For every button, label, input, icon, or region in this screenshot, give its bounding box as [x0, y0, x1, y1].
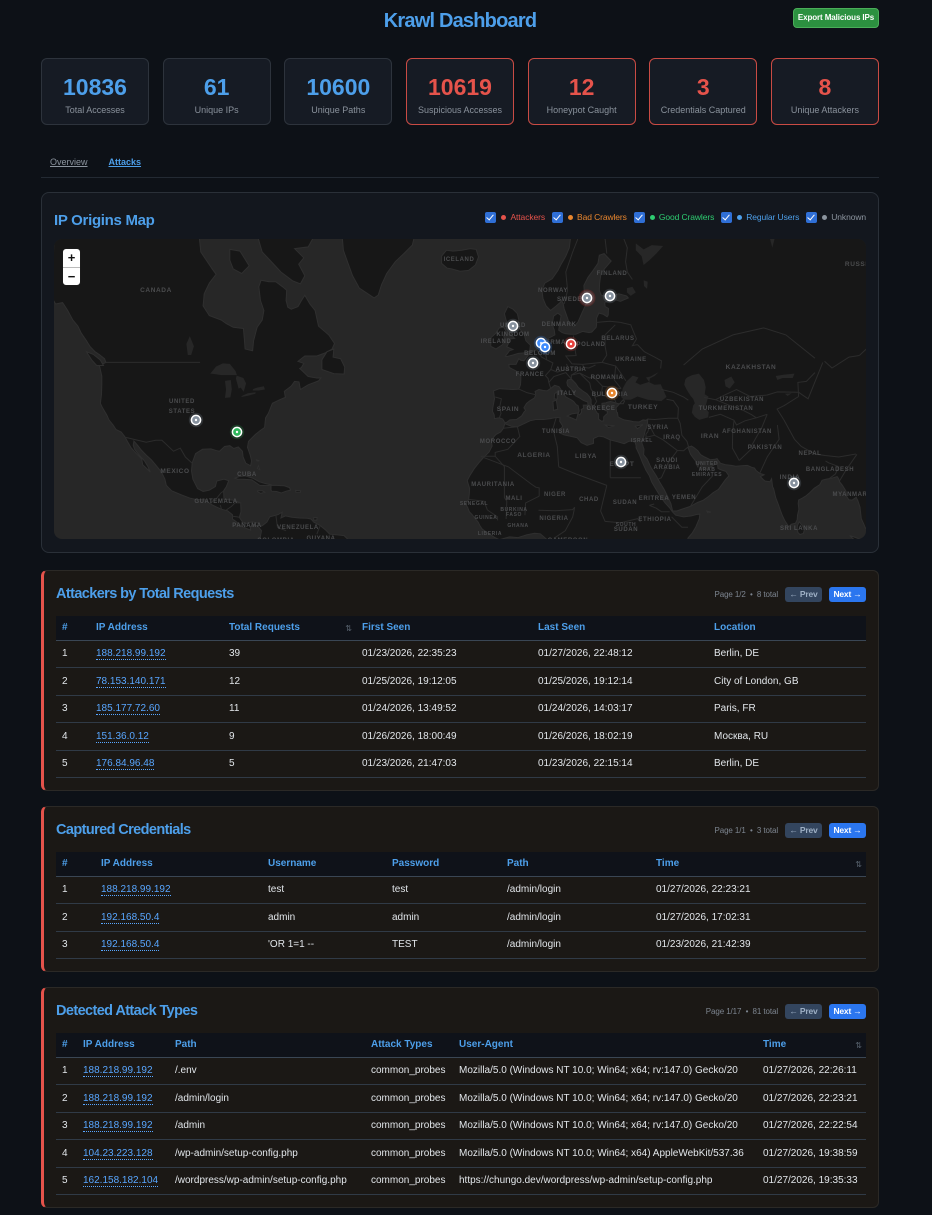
svg-text:UZBEKISTAN: UZBEKISTAN [720, 397, 764, 403]
svg-text:IRAQ: IRAQ [663, 435, 680, 441]
svg-text:AUSTRIA: AUSTRIA [556, 367, 587, 373]
svg-text:ICELAND: ICELAND [444, 257, 475, 263]
svg-text:FINLAND: FINLAND [597, 271, 628, 277]
svg-text:STATES: STATES [169, 409, 195, 415]
svg-text:SYRIA: SYRIA [647, 425, 668, 431]
svg-text:LIBYA: LIBYA [575, 453, 597, 460]
svg-text:TURKMENISTAN: TURKMENISTAN [699, 406, 754, 412]
svg-text:EMIRATES: EMIRATES [692, 472, 722, 478]
svg-text:SENEGAL: SENEGAL [460, 501, 488, 507]
svg-text:MOROCCO: MOROCCO [480, 439, 516, 445]
svg-text:TUNISIA: TUNISIA [542, 429, 570, 435]
svg-text:AFGHANISTAN: AFGHANISTAN [722, 429, 772, 435]
svg-text:IRAN: IRAN [701, 433, 719, 440]
svg-text:NIGER: NIGER [544, 492, 566, 498]
svg-text:ETHIOPIA: ETHIOPIA [638, 517, 671, 523]
svg-text:COLOMBIA: COLOMBIA [257, 538, 295, 539]
svg-text:ALGERIA: ALGERIA [517, 452, 550, 459]
svg-text:GUINEA: GUINEA [474, 515, 497, 521]
svg-text:MEXICO: MEXICO [160, 468, 189, 475]
svg-text:VENEZUELA: VENEZUELA [277, 525, 319, 531]
svg-text:MALI: MALI [505, 496, 522, 502]
svg-text:BANGLADESH: BANGLADESH [806, 467, 854, 473]
svg-text:CANADA: CANADA [140, 287, 172, 294]
svg-text:INDIA: INDIA [780, 474, 801, 481]
svg-text:GUATEMALA: GUATEMALA [194, 499, 237, 505]
svg-text:BELARUS: BELARUS [601, 336, 634, 342]
svg-text:SRI LANKA: SRI LANKA [780, 526, 818, 532]
svg-text:UNITED: UNITED [169, 399, 195, 405]
svg-text:SPAIN: SPAIN [497, 406, 519, 413]
svg-text:SWEDEN: SWEDEN [557, 297, 587, 303]
svg-text:GERMANY: GERMANY [541, 340, 576, 346]
svg-text:DENMARK: DENMARK [542, 322, 577, 328]
svg-text:NIGERIA: NIGERIA [539, 516, 568, 522]
svg-text:BURKINA: BURKINA [500, 507, 527, 513]
svg-text:KINGDOM: KINGDOM [496, 332, 529, 338]
svg-text:FRANCE: FRANCE [516, 372, 545, 378]
svg-text:TURKEY: TURKEY [628, 404, 658, 411]
svg-text:MYANMAR: MYANMAR [833, 492, 866, 498]
svg-text:ROMANIA: ROMANIA [591, 375, 624, 381]
svg-text:UKRAINE: UKRAINE [615, 357, 647, 363]
svg-text:POLAND: POLAND [577, 342, 606, 348]
svg-text:CUBA: CUBA [237, 472, 257, 478]
svg-text:MAURITANIA: MAURITANIA [471, 482, 515, 488]
svg-text:CHAD: CHAD [579, 497, 599, 503]
svg-text:PANAMA: PANAMA [232, 523, 262, 529]
svg-text:UNITED: UNITED [696, 461, 718, 467]
svg-text:LIBERIA: LIBERIA [478, 531, 502, 537]
svg-text:GUYANA: GUYANA [306, 536, 335, 539]
svg-text:KAZAKHSTAN: KAZAKHSTAN [726, 364, 777, 371]
svg-text:ISRAEL: ISRAEL [631, 438, 653, 444]
svg-text:BELGIUM: BELGIUM [524, 351, 556, 357]
svg-text:IRELAND: IRELAND [481, 339, 512, 345]
svg-text:SUDAN: SUDAN [614, 527, 638, 533]
svg-text:ARABIA: ARABIA [654, 465, 681, 471]
svg-text:SUDAN: SUDAN [613, 500, 637, 506]
svg-text:SOUTH: SOUTH [616, 522, 637, 528]
svg-text:ERITREA: ERITREA [639, 496, 670, 502]
svg-text:CAMEROON: CAMEROON [548, 538, 588, 539]
svg-text:GREECE: GREECE [587, 406, 616, 412]
svg-text:NORWAY: NORWAY [538, 288, 568, 294]
svg-text:RUSSIA: RUSSIA [845, 261, 866, 268]
svg-text:YEMEN: YEMEN [672, 495, 696, 501]
svg-text:FASO: FASO [506, 512, 522, 518]
svg-text:SAUDI: SAUDI [656, 458, 678, 464]
svg-text:GHANA: GHANA [507, 523, 528, 529]
svg-text:PAKISTAN: PAKISTAN [748, 445, 783, 451]
svg-text:ITALY: ITALY [557, 391, 576, 397]
svg-text:ARAB: ARAB [699, 467, 716, 473]
svg-text:NEPAL: NEPAL [799, 451, 822, 457]
